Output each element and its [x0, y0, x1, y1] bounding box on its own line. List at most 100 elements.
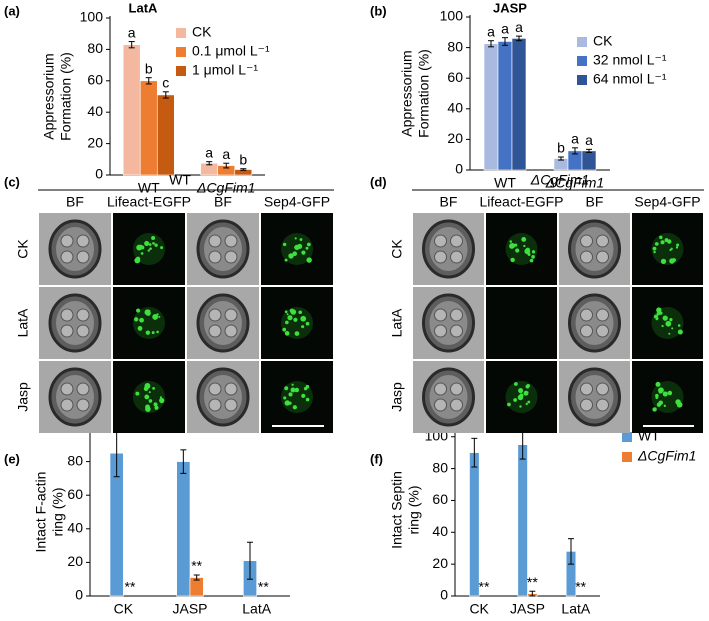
- fluorescent-spot: [305, 246, 309, 250]
- fluorescent-spot: [158, 315, 161, 318]
- fluorescent-spot: [670, 247, 673, 250]
- y-tick-label: 0: [95, 166, 103, 182]
- fluorescent-spot: [151, 235, 156, 240]
- fluorescent-spot: [290, 387, 296, 393]
- y-axis-label: Intact F-actin: [33, 472, 49, 553]
- x-tick-label: JASP: [172, 601, 207, 617]
- fluorescent-spot: [675, 399, 681, 405]
- vacuole: [60, 308, 74, 322]
- fluorescent-spot: [669, 318, 673, 322]
- fluorescent-spot: [149, 247, 152, 251]
- vacuole: [596, 382, 609, 396]
- fluorescent-spot: [146, 309, 151, 314]
- fluorescent-spot: [283, 396, 287, 400]
- annotation: a: [515, 19, 523, 35]
- fluorescent-spot: [140, 252, 144, 255]
- bar: [483, 43, 499, 171]
- vacuole: [208, 382, 222, 396]
- fluorescent-spot: [156, 330, 159, 334]
- fluorescent-spot: [675, 246, 679, 249]
- fluorescent-spot: [294, 237, 297, 240]
- x-tick-label: CK: [114, 601, 134, 617]
- vacuole: [208, 398, 222, 412]
- fluorescent-spot: [665, 320, 672, 327]
- vacuole: [208, 250, 222, 264]
- vacuole: [208, 324, 222, 338]
- fluorescent-spot: [145, 404, 150, 410]
- fluorescent-spot: [656, 317, 659, 320]
- fluorescent-spot: [677, 329, 683, 335]
- fluorescent-spot: [652, 246, 657, 251]
- vacuole: [60, 382, 74, 396]
- fluorescent-spot: [658, 400, 664, 406]
- fluorescent-spot: [160, 399, 164, 403]
- fluorescent-spot: [148, 399, 153, 403]
- y-tick-label: 40: [432, 523, 448, 539]
- fluorescent-spot: [515, 248, 520, 253]
- fluorescent-spot: [662, 391, 668, 397]
- legend-label: 1 μmol L⁻¹: [192, 62, 258, 78]
- fluorescent-spot: [300, 315, 307, 322]
- x-tick-label: CK: [469, 601, 489, 617]
- legend-swatch: [176, 28, 186, 38]
- cell-interior: [429, 227, 468, 271]
- fluorescent-spot: [525, 247, 530, 252]
- y-axis-label: Appressorium: [399, 50, 415, 136]
- panel-label: (a): [4, 3, 20, 18]
- y-tick-label: 40: [447, 100, 463, 116]
- fluorescent-spot: [154, 405, 159, 410]
- legend-label: 0.1 μmol L⁻¹: [192, 43, 270, 59]
- y-tick-label: 0: [75, 587, 83, 603]
- fluorescent-spot: [655, 396, 659, 399]
- bar: [469, 452, 480, 597]
- panel-label: (e): [4, 451, 20, 466]
- legend-swatch: [577, 37, 587, 47]
- fluorescent-spot: [287, 315, 293, 321]
- cell-interior: [204, 301, 242, 345]
- fluorescent-spot: [284, 400, 291, 406]
- annotation: a: [501, 20, 509, 36]
- column-label: BF: [66, 194, 84, 210]
- bar: [581, 150, 597, 171]
- fluorescent-spot: [284, 310, 288, 314]
- fluorescence-image: [486, 287, 557, 359]
- annotation: a: [222, 146, 230, 162]
- vacuole: [450, 324, 463, 338]
- vacuole: [434, 234, 447, 248]
- y-axis-label: Formation (%): [58, 52, 74, 141]
- x-tick-label: LatA: [561, 601, 590, 617]
- fluorescent-spot: [301, 325, 305, 329]
- vacuole: [450, 250, 463, 264]
- fluorescent-spot: [660, 240, 665, 245]
- vacuole: [596, 308, 609, 322]
- annotation: a: [571, 131, 579, 147]
- fluorescent-spot: [145, 330, 151, 335]
- column-label: BF: [586, 194, 604, 210]
- cell-interior: [575, 375, 614, 419]
- vacuole: [224, 324, 238, 338]
- fluorescent-spot: [676, 399, 679, 403]
- vacuole: [580, 324, 593, 338]
- fluorescent-spot: [661, 324, 664, 328]
- fluorescent-spot: [282, 242, 287, 247]
- y-tick-label: 20: [87, 134, 103, 150]
- fluorescent-spot: [291, 383, 294, 386]
- y-tick-label: 80: [67, 452, 83, 468]
- fluorescent-spot: [660, 258, 667, 265]
- y-tick-label: 100: [440, 8, 464, 24]
- y-axis-label: Formation (%): [416, 49, 432, 138]
- annotation: **: [191, 558, 202, 574]
- row-label: Jasp: [389, 382, 405, 412]
- fluorescent-spot: [526, 383, 530, 388]
- vacuole: [580, 250, 593, 264]
- fluorescent-spot: [655, 381, 661, 387]
- fluorescent-spot: [292, 405, 297, 410]
- fluorescent-spot: [159, 396, 163, 399]
- fluorescent-spot: [152, 386, 155, 390]
- vacuole: [224, 234, 238, 248]
- fluorescent-spot: [663, 404, 666, 408]
- vacuole: [596, 324, 609, 338]
- fluorescent-spot: [289, 308, 295, 313]
- fluorescent-spot: [301, 393, 306, 398]
